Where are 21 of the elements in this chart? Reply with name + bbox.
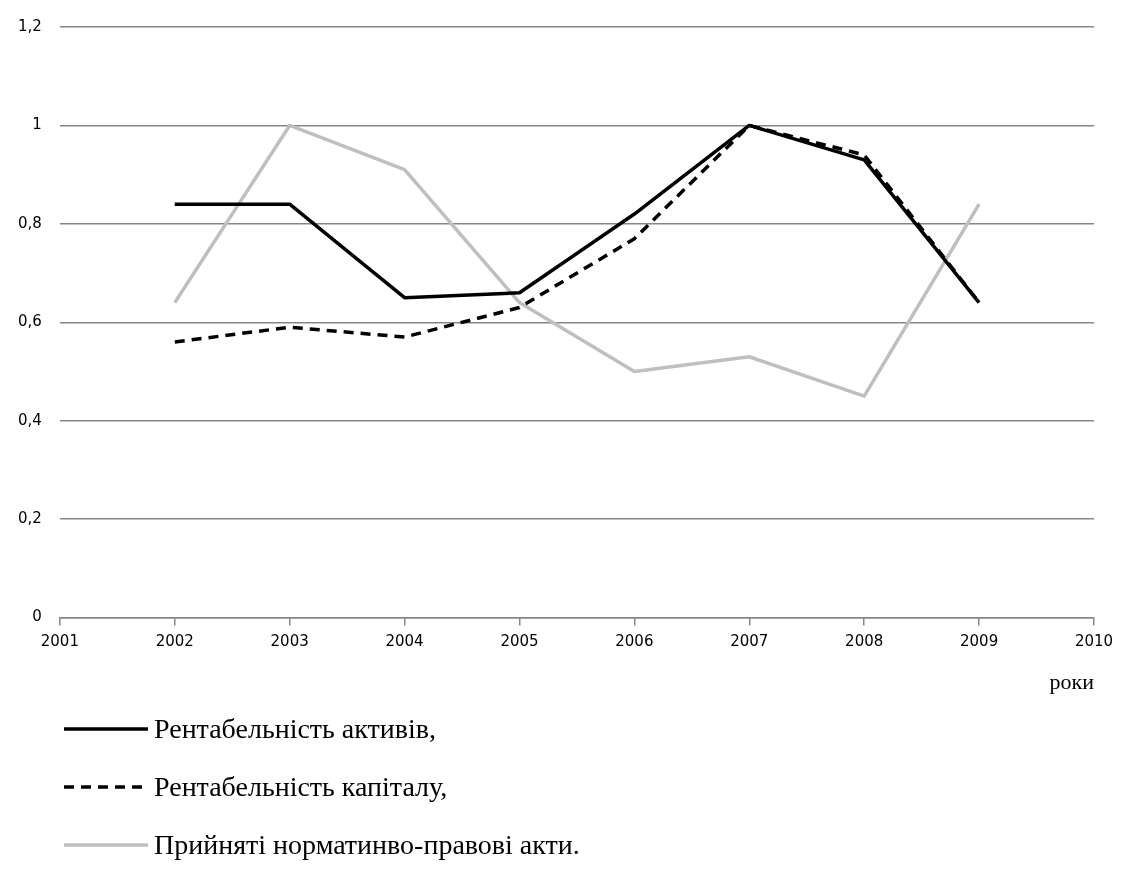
- x-tick-label: 2002: [155, 632, 194, 651]
- y-tick-label: 1: [32, 115, 42, 134]
- legend-label: Рентабельність активів,: [154, 713, 436, 745]
- y-tick-label: 0,6: [18, 312, 42, 331]
- y-tick-label: 0,4: [18, 410, 42, 429]
- legend-label: Рентабельність капіталу,: [154, 771, 448, 803]
- x-tick-label: 2010: [1074, 632, 1114, 651]
- x-tick-label: 2005: [500, 632, 539, 651]
- x-axis-title: роки: [1049, 668, 1095, 694]
- x-tick-label: 2007: [730, 632, 769, 651]
- x-tick-label: 2009: [960, 632, 999, 651]
- y-tick-label: 0: [32, 607, 42, 626]
- x-tick-label: 2001: [40, 632, 79, 651]
- x-tick-label: 2003: [270, 632, 309, 651]
- y-tick-label: 0,2: [18, 509, 42, 528]
- y-tick-label: 1,2: [18, 16, 42, 35]
- y-tick-label: 0,8: [18, 213, 42, 232]
- x-tick-label: 2006: [615, 632, 654, 651]
- x-tick-label: 2008: [845, 632, 884, 651]
- x-tick-label: 2004: [385, 632, 424, 651]
- legend-label: Прийняті норматинво-правові акти.: [154, 829, 580, 861]
